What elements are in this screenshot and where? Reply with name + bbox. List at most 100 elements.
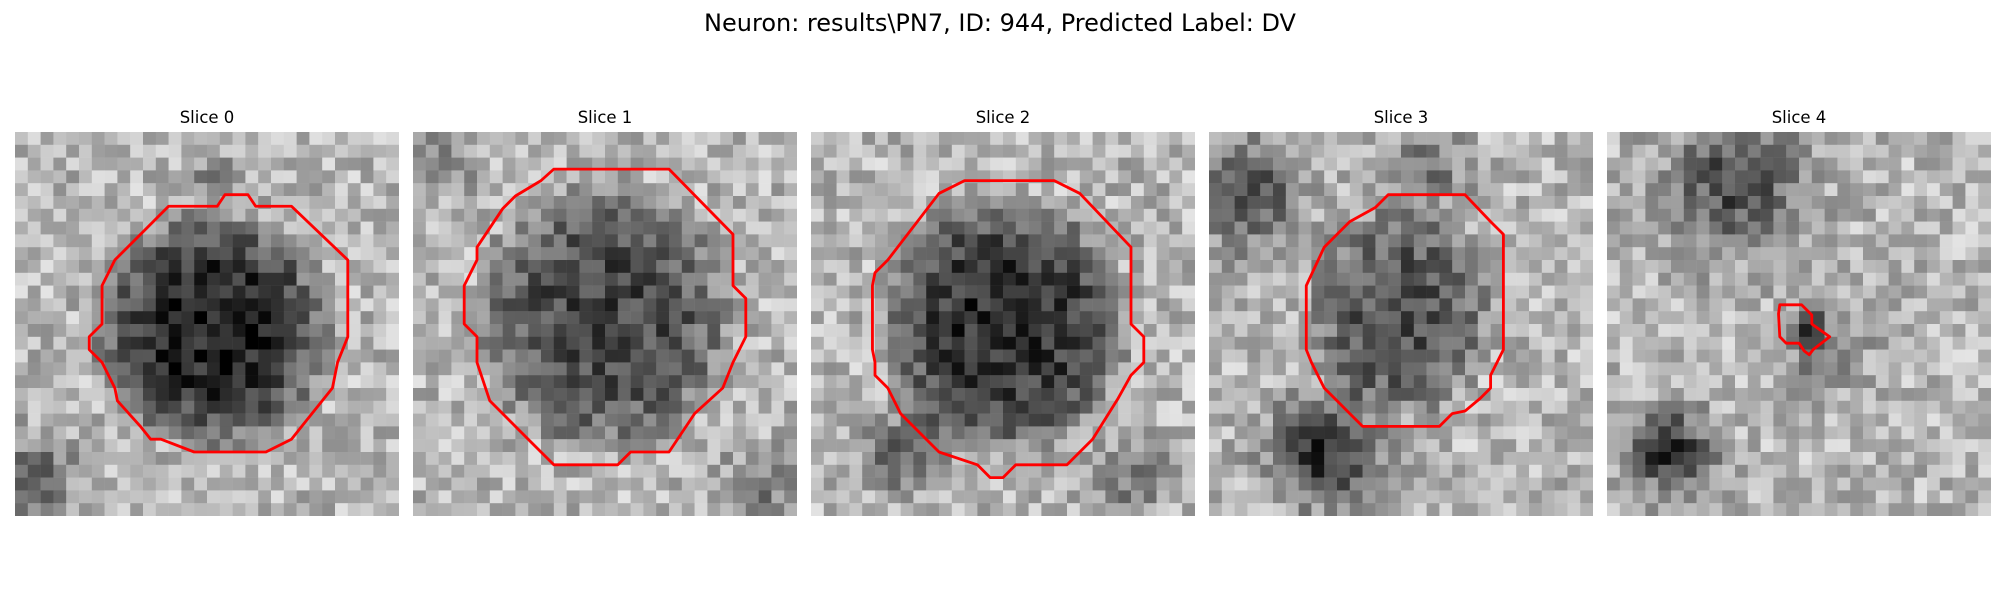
image-pixel: [1311, 144, 1325, 158]
image-pixel: [515, 221, 529, 235]
image-pixel: [1580, 324, 1593, 338]
image-pixel: [1105, 464, 1119, 478]
image-pixel: [1054, 298, 1068, 312]
image-pixel: [1709, 362, 1723, 376]
image-pixel: [143, 324, 157, 338]
image-pixel: [1607, 298, 1621, 312]
image-pixel: [360, 503, 374, 516]
image-pixel: [990, 132, 1004, 146]
image-pixel: [1671, 477, 1685, 491]
image-pixel: [1143, 247, 1157, 261]
image-pixel: [784, 221, 797, 235]
image-pixel: [1362, 375, 1376, 389]
image-pixel: [951, 324, 965, 338]
image-pixel: [502, 439, 516, 453]
image-pixel: [643, 170, 657, 184]
image-pixel: [1298, 132, 1312, 146]
image-pixel: [1632, 477, 1646, 491]
image-pixel: [1092, 272, 1106, 286]
image-pixel: [245, 170, 259, 184]
image-pixel: [541, 272, 555, 286]
image-pixel: [1260, 452, 1274, 466]
image-pixel: [1388, 272, 1402, 286]
image-pixel: [40, 157, 54, 171]
image-pixel: [811, 336, 825, 350]
image-pixel: [553, 311, 567, 325]
image-pixel: [1580, 247, 1593, 261]
image-pixel: [1735, 183, 1749, 197]
image-pixel: [194, 260, 208, 274]
image-pixel: [823, 196, 837, 210]
image-pixel: [1709, 247, 1723, 261]
image-pixel: [617, 426, 631, 440]
image-pixel: [875, 221, 889, 235]
image-pixel: [1028, 452, 1042, 466]
image-pixel: [528, 452, 542, 466]
image-pixel: [1285, 324, 1299, 338]
image-pixel: [1554, 311, 1568, 325]
image-pixel: [541, 157, 555, 171]
image-pixel: [694, 413, 708, 427]
image-pixel: [656, 247, 670, 261]
image-pixel: [643, 260, 657, 274]
image-pixel: [1696, 311, 1710, 325]
image-pixel: [53, 349, 67, 363]
image-pixel: [605, 260, 619, 274]
image-pixel: [939, 375, 953, 389]
image-pixel: [617, 196, 631, 210]
image-pixel: [951, 196, 965, 210]
image-pixel: [617, 400, 631, 414]
image-pixel: [1131, 349, 1145, 363]
image-pixel: [1169, 144, 1183, 158]
image-pixel: [1939, 247, 1953, 261]
image-pixel: [849, 272, 863, 286]
image-pixel: [1875, 349, 1889, 363]
image-pixel: [1477, 503, 1491, 516]
image-pixel: [1837, 208, 1851, 222]
image-pixel: [1875, 157, 1889, 171]
image-pixel: [553, 464, 567, 478]
image-pixel: [1426, 311, 1440, 325]
image-pixel: [1541, 452, 1555, 466]
image-pixel: [219, 439, 233, 453]
image-pixel: [425, 260, 439, 274]
image-pixel: [438, 285, 452, 299]
image-pixel: [681, 503, 695, 516]
image-pixel: [1105, 196, 1119, 210]
image-pixel: [1349, 464, 1363, 478]
image-pixel: [1619, 272, 1633, 286]
image-pixel: [232, 362, 246, 376]
image-pixel: [643, 452, 657, 466]
image-pixel: [1671, 426, 1685, 440]
image-pixel: [1952, 324, 1966, 338]
image-pixel: [1914, 311, 1928, 325]
image-pixel: [515, 503, 529, 516]
image-pixel: [669, 247, 683, 261]
image-pixel: [1529, 260, 1543, 274]
image-pixel: [194, 464, 208, 478]
image-pixel: [1413, 132, 1427, 146]
image-pixel: [681, 311, 695, 325]
image-pixel: [566, 464, 580, 478]
image-pixel: [990, 490, 1004, 504]
image-pixel: [1863, 336, 1877, 350]
image-pixel: [656, 298, 670, 312]
image-pixel: [1247, 439, 1261, 453]
image-pixel: [1580, 413, 1593, 427]
image-pixel: [1401, 452, 1415, 466]
image-pixel: [849, 426, 863, 440]
image-pixel: [66, 452, 80, 466]
image-pixel: [784, 400, 797, 414]
image-pixel: [1747, 132, 1761, 146]
image-pixel: [771, 208, 785, 222]
image-pixel: [862, 247, 876, 261]
image-pixel: [1927, 132, 1941, 146]
image-pixel: [720, 132, 734, 146]
image-pixel: [130, 208, 144, 222]
image-pixel: [1041, 439, 1055, 453]
image-pixel: [1041, 400, 1055, 414]
image-pixel: [1015, 234, 1029, 248]
image-pixel: [53, 324, 67, 338]
image-pixel: [1554, 144, 1568, 158]
image-pixel: [617, 247, 631, 261]
